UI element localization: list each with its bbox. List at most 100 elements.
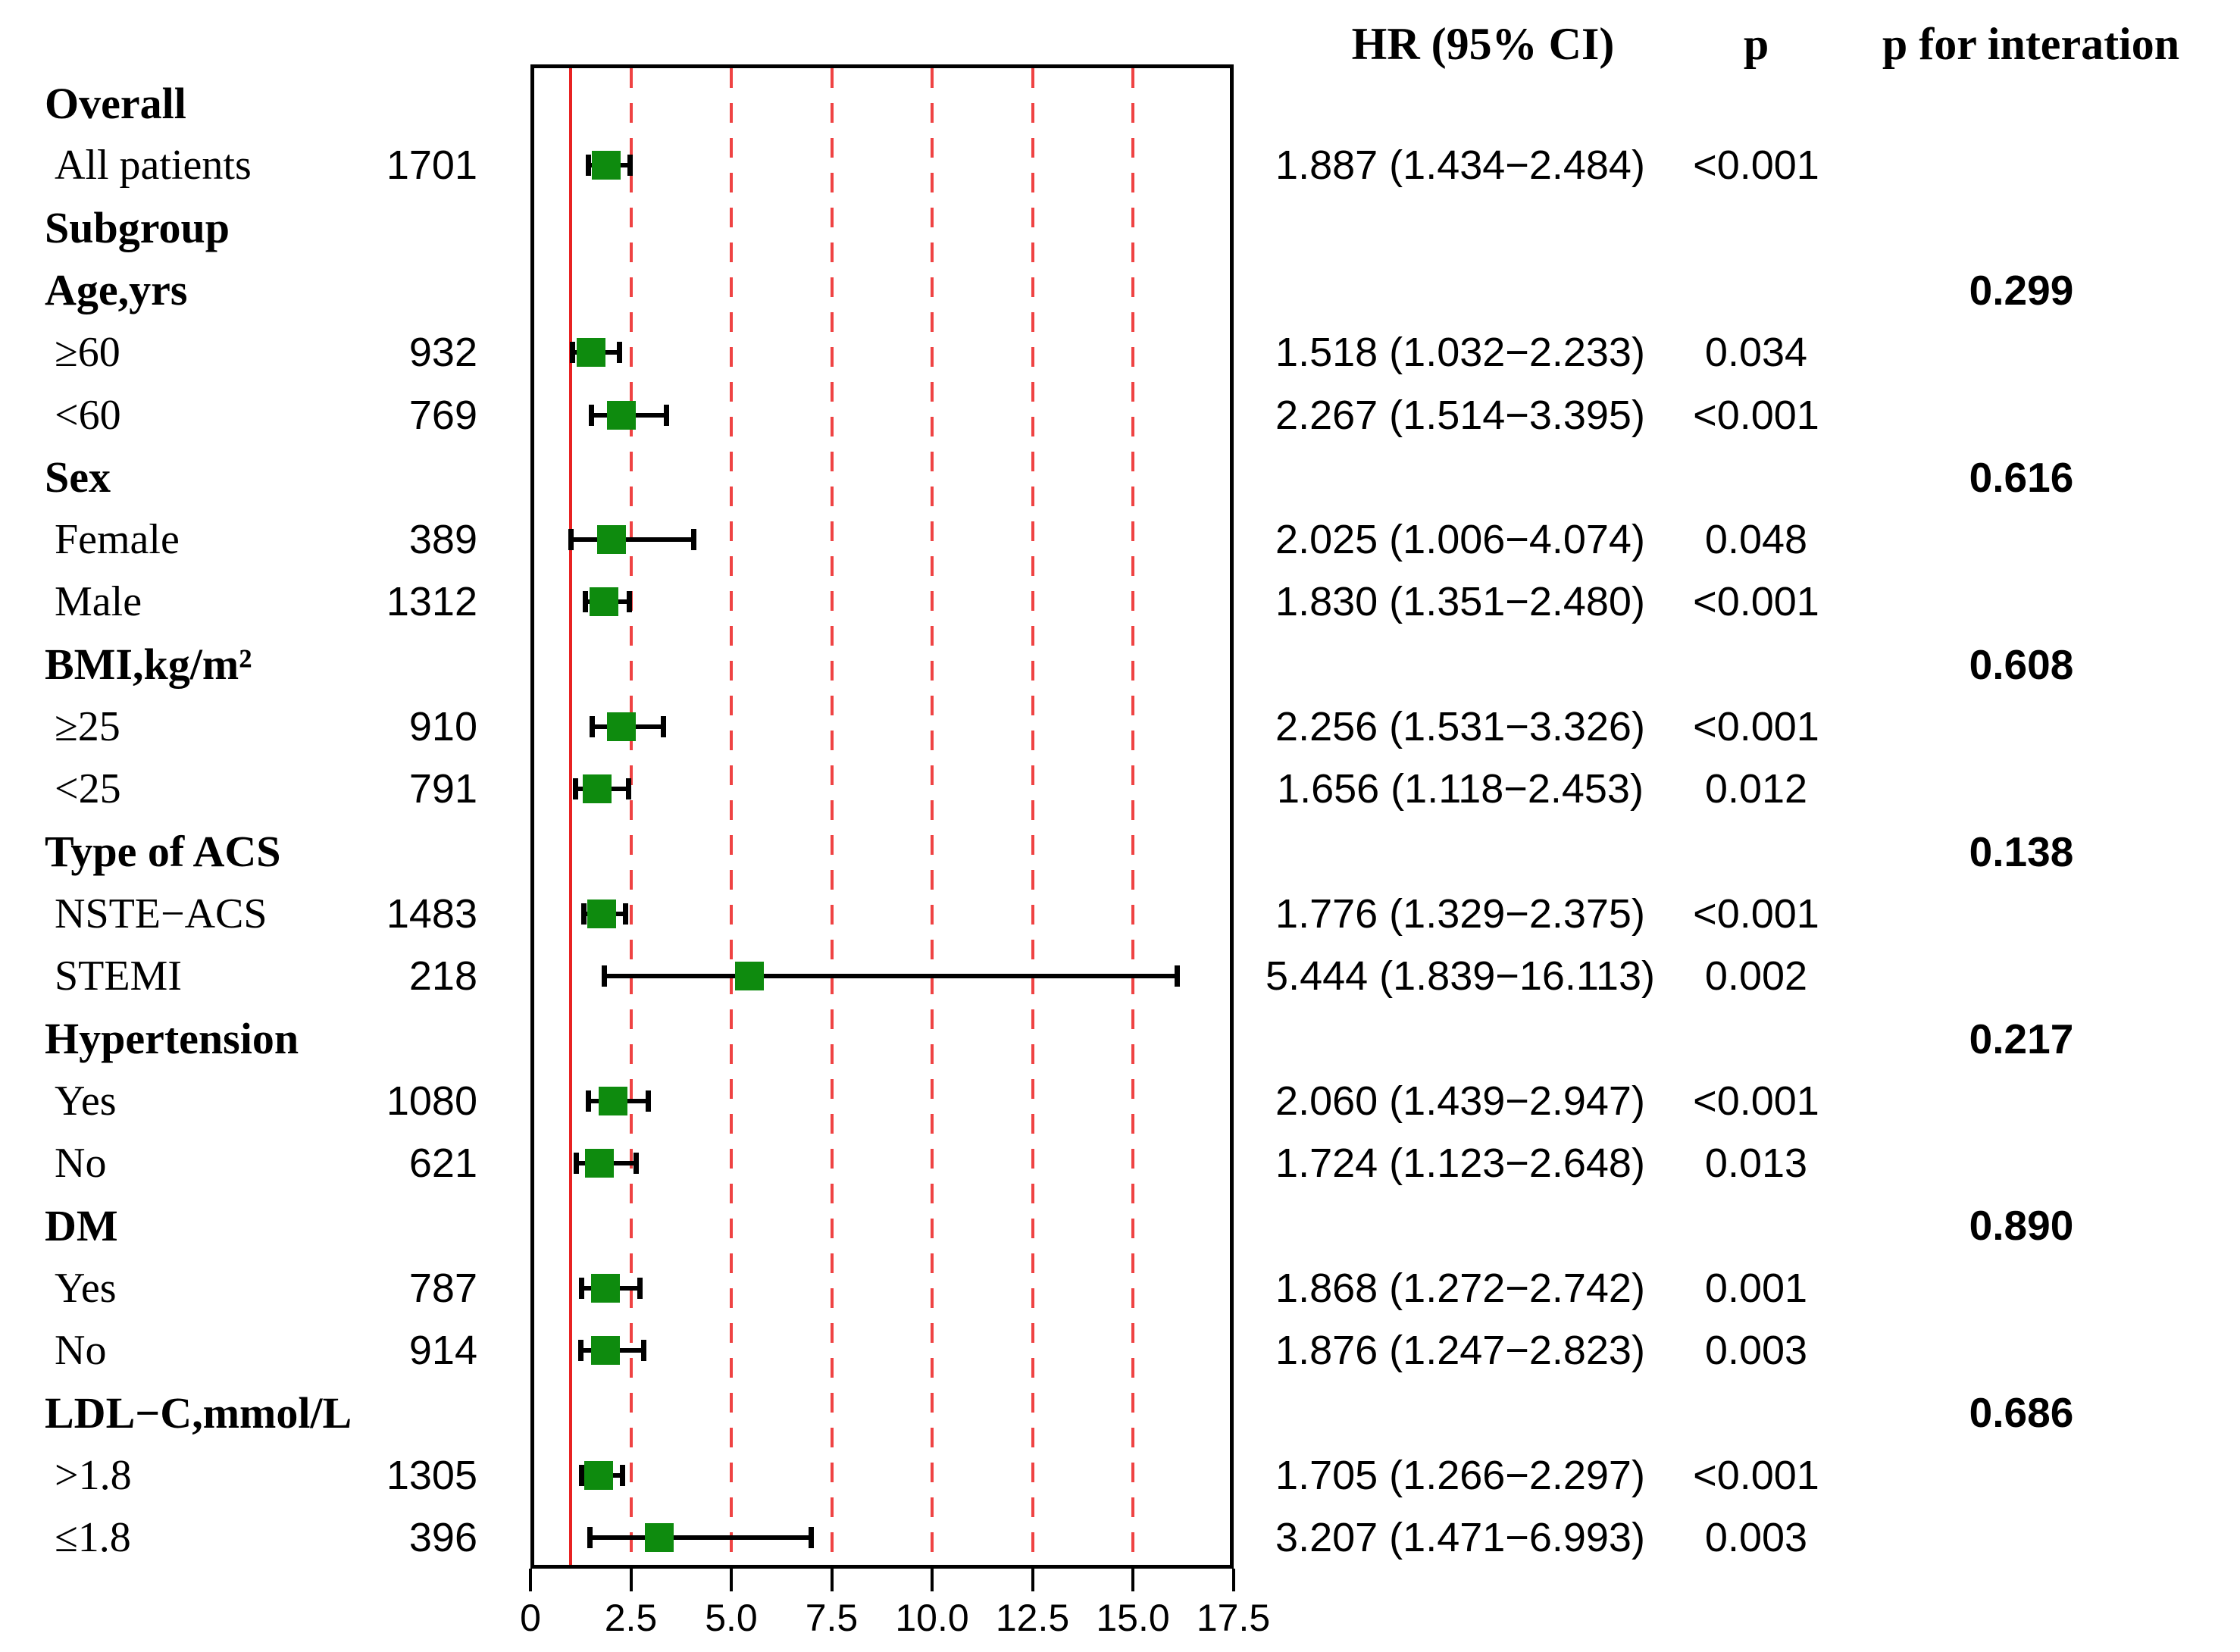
ci-cap-low-25-11 (573, 778, 579, 800)
row-label-sex-6: Sex (45, 452, 111, 502)
hr-ci-value-no-20: 1.876 (1.247−2.823) (1275, 1328, 1645, 1373)
hr-point-marker-all-patients-1 (592, 151, 621, 180)
row-label-ldl-c-mmol-l-21: LDL−C,mmol/L (45, 1388, 352, 1438)
row-label-yes-19: Yes (55, 1264, 117, 1312)
p-value-female-7: 0.048 (1704, 517, 1808, 563)
row-label-female-7: Female (55, 516, 180, 564)
row-count-nste-acs-13: 1483 (386, 890, 477, 937)
row-count-60-5: 769 (408, 392, 477, 438)
ci-cap-high-all-patients-1 (627, 155, 633, 177)
row-label-60-5: <60 (55, 391, 121, 439)
row-count-stemi-14: 218 (408, 953, 477, 1000)
hr-point-marker-1-8-23 (644, 1522, 674, 1552)
x-axis-tick-label-2.5: 2.5 (604, 1597, 658, 1639)
row-label-hypertension-15: Hypertension (45, 1014, 299, 1063)
dashed-gridline-15 (1131, 68, 1134, 1565)
ci-cap-low-yes-16 (586, 1090, 592, 1112)
row-count-25-10: 910 (408, 704, 477, 749)
row-label-1-8-22: >1.8 (55, 1451, 132, 1499)
plot-area-border (530, 64, 1234, 1569)
row-label-1-8-23: ≤1.8 (55, 1513, 131, 1561)
column-header-p-interaction: p for interation (1882, 18, 2180, 69)
x-axis-tick-7.5 (830, 1569, 834, 1591)
ci-cap-low-1-8-22 (579, 1464, 585, 1486)
ci-cap-high-nste-acs-13 (622, 903, 628, 925)
row-label-no-17: No (55, 1140, 107, 1187)
ci-cap-high-yes-19 (637, 1277, 643, 1299)
x-axis-tick-label-12.5: 12.5 (995, 1597, 1070, 1639)
ci-cap-low-stemi-14 (602, 965, 608, 987)
ci-cap-high-stemi-14 (1174, 965, 1180, 987)
row-label-60-4: ≥60 (55, 329, 120, 377)
column-header-p: p (1743, 18, 1769, 69)
hr-point-marker-female-7 (597, 525, 627, 555)
row-label-yes-16: Yes (55, 1077, 117, 1125)
row-label-stemi-14: STEMI (55, 953, 182, 1000)
ci-cap-low-no-20 (578, 1340, 584, 1361)
hr-ci-value-25-11: 1.656 (1.118−2.453) (1277, 766, 1644, 812)
p-value-no-17: 0.013 (1704, 1140, 1808, 1187)
row-label-male-8: Male (55, 578, 142, 626)
p-value-all-patients-1: <0.001 (1693, 142, 1819, 189)
dashed-gridline-5 (730, 68, 733, 1565)
dashed-gridline-12.5 (1031, 68, 1034, 1565)
p-interaction-value-sex-6: 0.616 (1969, 453, 2074, 501)
ci-cap-high-no-17 (634, 1153, 640, 1175)
hr-ci-value-nste-acs-13: 1.776 (1.329−2.375) (1275, 890, 1645, 937)
row-count-female-7: 389 (408, 517, 477, 563)
hr-ci-value-25-10: 2.256 (1.531−3.326) (1275, 704, 1645, 749)
ci-cap-low-male-8 (582, 591, 588, 613)
x-axis-tick-label-17.5: 17.5 (1196, 1597, 1271, 1639)
p-interaction-value-dm-18: 0.890 (1969, 1202, 2074, 1250)
ci-cap-high-yes-16 (646, 1090, 652, 1112)
ci-cap-high-1-8-23 (808, 1526, 814, 1548)
hr-ci-value-yes-19: 1.868 (1.272−2.742) (1275, 1265, 1645, 1311)
x-axis-tick-label-5.0: 5.0 (705, 1597, 758, 1639)
ci-cap-low-60-4 (569, 342, 575, 364)
hr-ci-value-1-8-23: 3.207 (1.471−6.993) (1275, 1514, 1645, 1560)
ci-cap-low-60-5 (589, 404, 595, 426)
ci-cap-high-60-4 (617, 342, 623, 364)
row-label-overall-0: Overall (45, 78, 186, 128)
p-interaction-value-ldl-c-mmol-l-21: 0.686 (1969, 1389, 2074, 1437)
hr-ci-value-no-17: 1.724 (1.123−2.648) (1275, 1140, 1645, 1187)
p-value-1-8-22: <0.001 (1693, 1452, 1819, 1498)
ci-cap-high-no-20 (640, 1340, 646, 1361)
p-value-25-10: <0.001 (1693, 704, 1819, 749)
ci-whisker-1-8-23 (589, 1535, 812, 1540)
ci-cap-low-yes-19 (579, 1277, 585, 1299)
x-axis-tick-15.0 (1131, 1569, 1134, 1591)
ci-cap-low-nste-acs-13 (581, 903, 587, 925)
hr-ci-value-60-5: 2.267 (1.514−3.395) (1275, 392, 1645, 438)
hr-point-marker-no-20 (591, 1336, 621, 1365)
p-interaction-value-bmi-kg-m-9: 0.608 (1969, 640, 2074, 688)
x-axis-tick-10.0 (931, 1569, 934, 1591)
row-label-nste-acs-13: NSTE−ACS (55, 890, 267, 937)
x-axis-tick-17.5 (1231, 1569, 1235, 1591)
ci-cap-high-60-5 (663, 404, 669, 426)
row-label-25-10: ≥25 (55, 703, 120, 750)
row-count-60-4: 932 (408, 330, 477, 376)
row-label-age-yrs-3: Age,yrs (45, 265, 188, 315)
hr-ci-value-60-4: 1.518 (1.032−2.233) (1275, 330, 1645, 376)
ci-cap-low-all-patients-1 (586, 155, 591, 177)
x-axis-tick-12.5 (1031, 1569, 1034, 1591)
ci-cap-low-25-10 (590, 716, 596, 737)
row-label-25-11: <25 (55, 765, 121, 813)
p-value-60-4: 0.034 (1704, 330, 1808, 376)
ci-cap-high-25-11 (626, 778, 631, 800)
hr-point-marker-stemi-14 (734, 962, 764, 991)
row-count-all-patients-1: 1701 (386, 142, 477, 189)
reference-line-hr1 (569, 68, 572, 1565)
p-value-no-20: 0.003 (1704, 1328, 1808, 1373)
ci-cap-high-25-10 (661, 716, 667, 737)
x-axis-tick-label-15.0: 15.0 (1096, 1597, 1170, 1639)
x-axis-tick-5.0 (730, 1569, 733, 1591)
row-count-male-8: 1312 (386, 579, 477, 625)
ci-cap-high-female-7 (690, 529, 696, 551)
x-axis-tick-0 (529, 1569, 532, 1591)
x-axis-tick-label-10.0: 10.0 (895, 1597, 969, 1639)
p-interaction-value-type-of-acs-12: 0.138 (1969, 828, 2074, 875)
hr-point-marker-yes-16 (599, 1086, 628, 1115)
